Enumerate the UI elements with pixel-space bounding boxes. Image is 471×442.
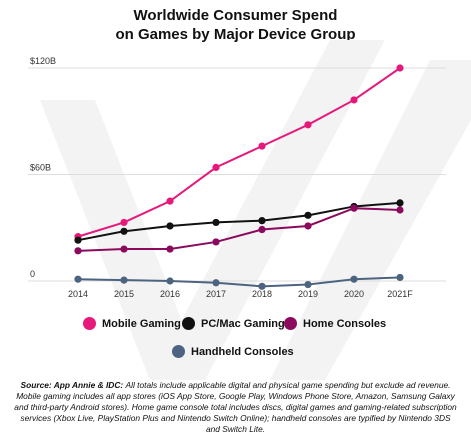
x-tick-label: 2021F xyxy=(387,289,413,299)
watermark-shape xyxy=(150,40,385,380)
chart-title: Worldwide Consumer Spend on Games by Maj… xyxy=(0,6,471,44)
data-point-mobile-gaming xyxy=(350,96,358,104)
data-point-pc-mac-gaming xyxy=(258,217,266,225)
data-point-home-consoles xyxy=(166,245,174,253)
y-tick-label: 0 xyxy=(30,269,35,279)
data-point-handheld-consoles xyxy=(304,280,312,289)
data-point-home-consoles xyxy=(396,206,404,214)
series-line-pc-mac-gaming xyxy=(77,201,401,242)
legend-marker-pc-mac-gaming xyxy=(182,317,195,330)
legend-label-home-consoles: Home Consoles xyxy=(303,317,387,330)
data-point-home-consoles xyxy=(120,245,128,253)
legend-marker-handheld-consoles xyxy=(172,345,185,358)
data-point-pc-mac-gaming xyxy=(304,211,312,219)
data-point-home-consoles xyxy=(304,222,312,230)
data-point-pc-mac-gaming xyxy=(74,236,82,244)
data-point-mobile-gaming xyxy=(166,197,174,205)
data-point-handheld-consoles xyxy=(350,275,358,283)
data-point-pc-mac-gaming xyxy=(212,218,220,227)
x-tick-label: 2016 xyxy=(160,289,180,299)
x-tick-label: 2018 xyxy=(252,289,272,299)
data-point-home-consoles xyxy=(74,247,82,255)
data-point-mobile-gaming xyxy=(258,142,266,150)
data-point-handheld-consoles xyxy=(258,282,266,290)
legend-item-home-consoles: Home Consoles xyxy=(284,317,386,330)
legend-marker-mobile-gaming xyxy=(83,317,96,330)
data-point-home-consoles xyxy=(258,225,266,234)
source-note: Source: App Annie & IDC: All totals incl… xyxy=(14,380,457,435)
watermark-shape xyxy=(270,60,471,380)
data-point-handheld-consoles xyxy=(212,279,220,287)
x-tick-label: 2019 xyxy=(298,289,318,299)
legend-item-mobile-gaming: Mobile Gaming xyxy=(83,317,181,330)
legend-label-mobile-gaming: Mobile Gaming xyxy=(102,317,181,330)
series-line-handheld-consoles xyxy=(77,276,401,288)
data-point-mobile-gaming xyxy=(396,64,404,72)
data-point-pc-mac-gaming xyxy=(166,222,174,230)
data-point-home-consoles xyxy=(212,238,220,246)
legend-item-pc-mac-gaming: PC/Mac Gaming xyxy=(182,317,285,330)
data-point-handheld-consoles xyxy=(166,277,174,285)
y-tick-label: $60B xyxy=(30,163,51,173)
legend-marker-home-consoles xyxy=(284,317,297,330)
legend-label-pc-mac-gaming: PC/Mac Gaming xyxy=(201,317,285,330)
data-point-pc-mac-gaming xyxy=(120,227,128,235)
chart-title-line-2: on Games by Major Device Group xyxy=(115,26,356,43)
data-point-handheld-consoles xyxy=(120,276,128,284)
series-line-home-consoles xyxy=(77,207,401,252)
source-label: Source: App Annie & IDC: xyxy=(20,380,124,390)
x-tick-label: 2020 xyxy=(344,289,364,299)
x-tick-label: 2017 xyxy=(206,289,226,299)
x-tick-label: 2015 xyxy=(114,289,134,299)
series-line-mobile-gaming xyxy=(77,67,401,238)
source-text: All totals include applicable digital an… xyxy=(14,380,457,434)
legend-label-handheld-consoles: Handheld Consoles xyxy=(191,345,294,358)
data-point-pc-mac-gaming xyxy=(396,199,404,207)
data-point-home-consoles xyxy=(350,204,358,212)
y-tick-label: $120B xyxy=(30,56,56,66)
watermark-shape xyxy=(40,100,205,380)
x-tick-label: 2014 xyxy=(68,289,88,299)
data-point-mobile-gaming xyxy=(304,121,312,129)
data-point-mobile-gaming xyxy=(120,218,128,227)
data-point-mobile-gaming xyxy=(212,163,220,171)
chart-title-line-1: Worldwide Consumer Spend xyxy=(133,7,338,24)
data-point-handheld-consoles xyxy=(74,275,82,283)
legend-item-handheld-consoles: Handheld Consoles xyxy=(172,345,294,358)
data-point-handheld-consoles xyxy=(396,273,404,282)
